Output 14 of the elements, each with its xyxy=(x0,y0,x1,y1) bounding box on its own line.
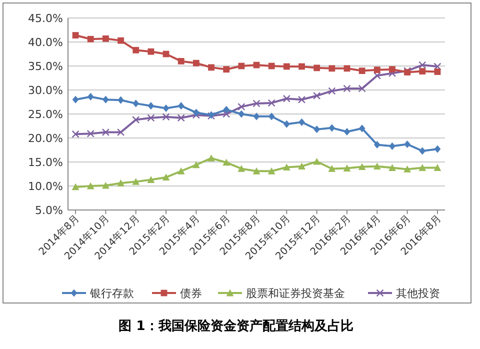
legend-label: 债券 xyxy=(180,286,202,300)
y-tick-label: 40.0% xyxy=(28,36,63,49)
legend-label: 股票和证券投资基金 xyxy=(246,286,345,300)
y-tick-label: 15.0% xyxy=(28,156,63,169)
y-tick-label: 10.0% xyxy=(28,180,63,193)
y-tick-label: 35.0% xyxy=(28,60,63,73)
legend-label: 银行存款 xyxy=(89,286,134,300)
y-tick-label: 45.0% xyxy=(28,12,63,25)
legend-label: 其他投资 xyxy=(396,286,440,300)
y-tick-label: 20.0% xyxy=(28,132,63,145)
y-tick-label: 30.0% xyxy=(28,84,63,97)
y-tick-label: 25.0% xyxy=(28,108,63,121)
text: 图 1：我国保险资金资产配置结构及占比 xyxy=(118,318,354,334)
y-tick-label: 5.0% xyxy=(35,204,63,217)
